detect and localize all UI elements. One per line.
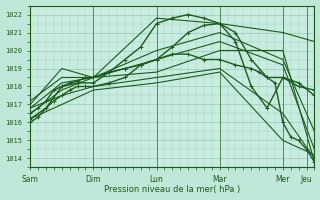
X-axis label: Pression niveau de la mer( hPa ): Pression niveau de la mer( hPa )	[104, 185, 240, 194]
